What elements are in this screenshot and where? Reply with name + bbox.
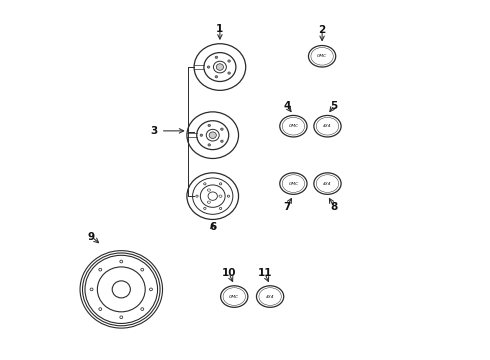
Text: 7: 7 [283,202,291,212]
Ellipse shape [200,134,203,136]
Ellipse shape [220,140,223,142]
Ellipse shape [207,66,210,68]
Text: 6: 6 [209,222,217,232]
Text: GMC: GMC [288,181,298,186]
Text: 10: 10 [221,268,236,278]
Ellipse shape [209,132,217,139]
Ellipse shape [220,128,223,130]
Text: 4X4: 4X4 [323,181,332,186]
Text: 3: 3 [150,126,157,136]
Text: 4X4: 4X4 [266,294,274,298]
Ellipse shape [215,76,218,78]
Text: 2: 2 [318,25,326,35]
Text: 1: 1 [216,24,223,35]
Ellipse shape [215,56,218,58]
Text: 8: 8 [330,202,338,212]
Text: 4X4: 4X4 [323,124,332,128]
Text: 11: 11 [257,268,272,278]
Ellipse shape [228,72,230,74]
Ellipse shape [208,124,211,127]
Text: GMC: GMC [288,124,298,128]
Ellipse shape [216,64,223,70]
Ellipse shape [208,144,211,146]
Text: 9: 9 [88,232,95,242]
Text: GMC: GMC [317,54,327,58]
Text: 5: 5 [330,101,338,111]
Text: GMC: GMC [229,294,239,298]
Text: 4: 4 [283,101,291,111]
Ellipse shape [228,60,230,62]
